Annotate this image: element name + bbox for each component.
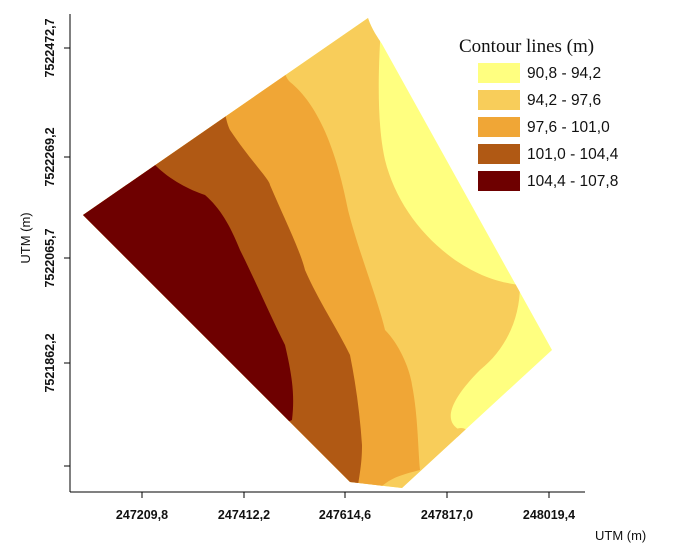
x-axis: 247209,8 247412,2 247614,6 247817,0 248019,4…: [70, 491, 646, 543]
small-light-patch: [454, 428, 468, 438]
legend-entry: 94,2 - 97,6: [478, 90, 601, 110]
y-tick-label: 7522269,2: [43, 127, 57, 186]
y-axis: 7522472,7 7522269,2 7522065,7 7521862,2 UTM…: [18, 14, 71, 492]
legend-swatch: [478, 171, 520, 191]
x-tick-label: 247412,2: [218, 508, 270, 522]
x-tick-label: 247817,0: [421, 508, 473, 522]
legend-label: 94,2 - 97,6: [527, 92, 601, 109]
y-tick-label: 7522065,7: [43, 228, 57, 287]
legend-entry: 97,6 - 101,0: [478, 117, 610, 137]
x-tick-label: 248019,4: [523, 508, 575, 522]
legend-label: 97,6 - 101,0: [527, 119, 610, 136]
x-tick-label: 247209,8: [116, 508, 168, 522]
legend-entry: 101,0 - 104,4: [478, 144, 619, 164]
legend-label: 101,0 - 104,4: [527, 146, 619, 163]
legend: Contour lines (m) 90,8 - 94,2 94,2 - 97,6…: [459, 36, 619, 191]
legend-swatch: [478, 117, 520, 137]
legend-swatch: [478, 63, 520, 83]
legend-label: 104,4 - 107,8: [527, 173, 618, 190]
y-tick-label: 7521862,2: [43, 333, 57, 392]
x-tick-label: 247614,6: [319, 508, 371, 522]
legend-swatch: [478, 90, 520, 110]
legend-label: 90,8 - 94,2: [527, 65, 601, 82]
y-axis-title: UTM (m): [18, 212, 33, 263]
legend-title: Contour lines (m): [459, 36, 594, 57]
legend-swatch: [478, 144, 520, 164]
x-axis-title: UTM (m): [595, 528, 646, 543]
legend-entry: 90,8 - 94,2: [478, 63, 601, 83]
legend-entry: 104,4 - 107,8: [478, 171, 618, 191]
y-tick-label: 7522472,7: [43, 18, 57, 77]
